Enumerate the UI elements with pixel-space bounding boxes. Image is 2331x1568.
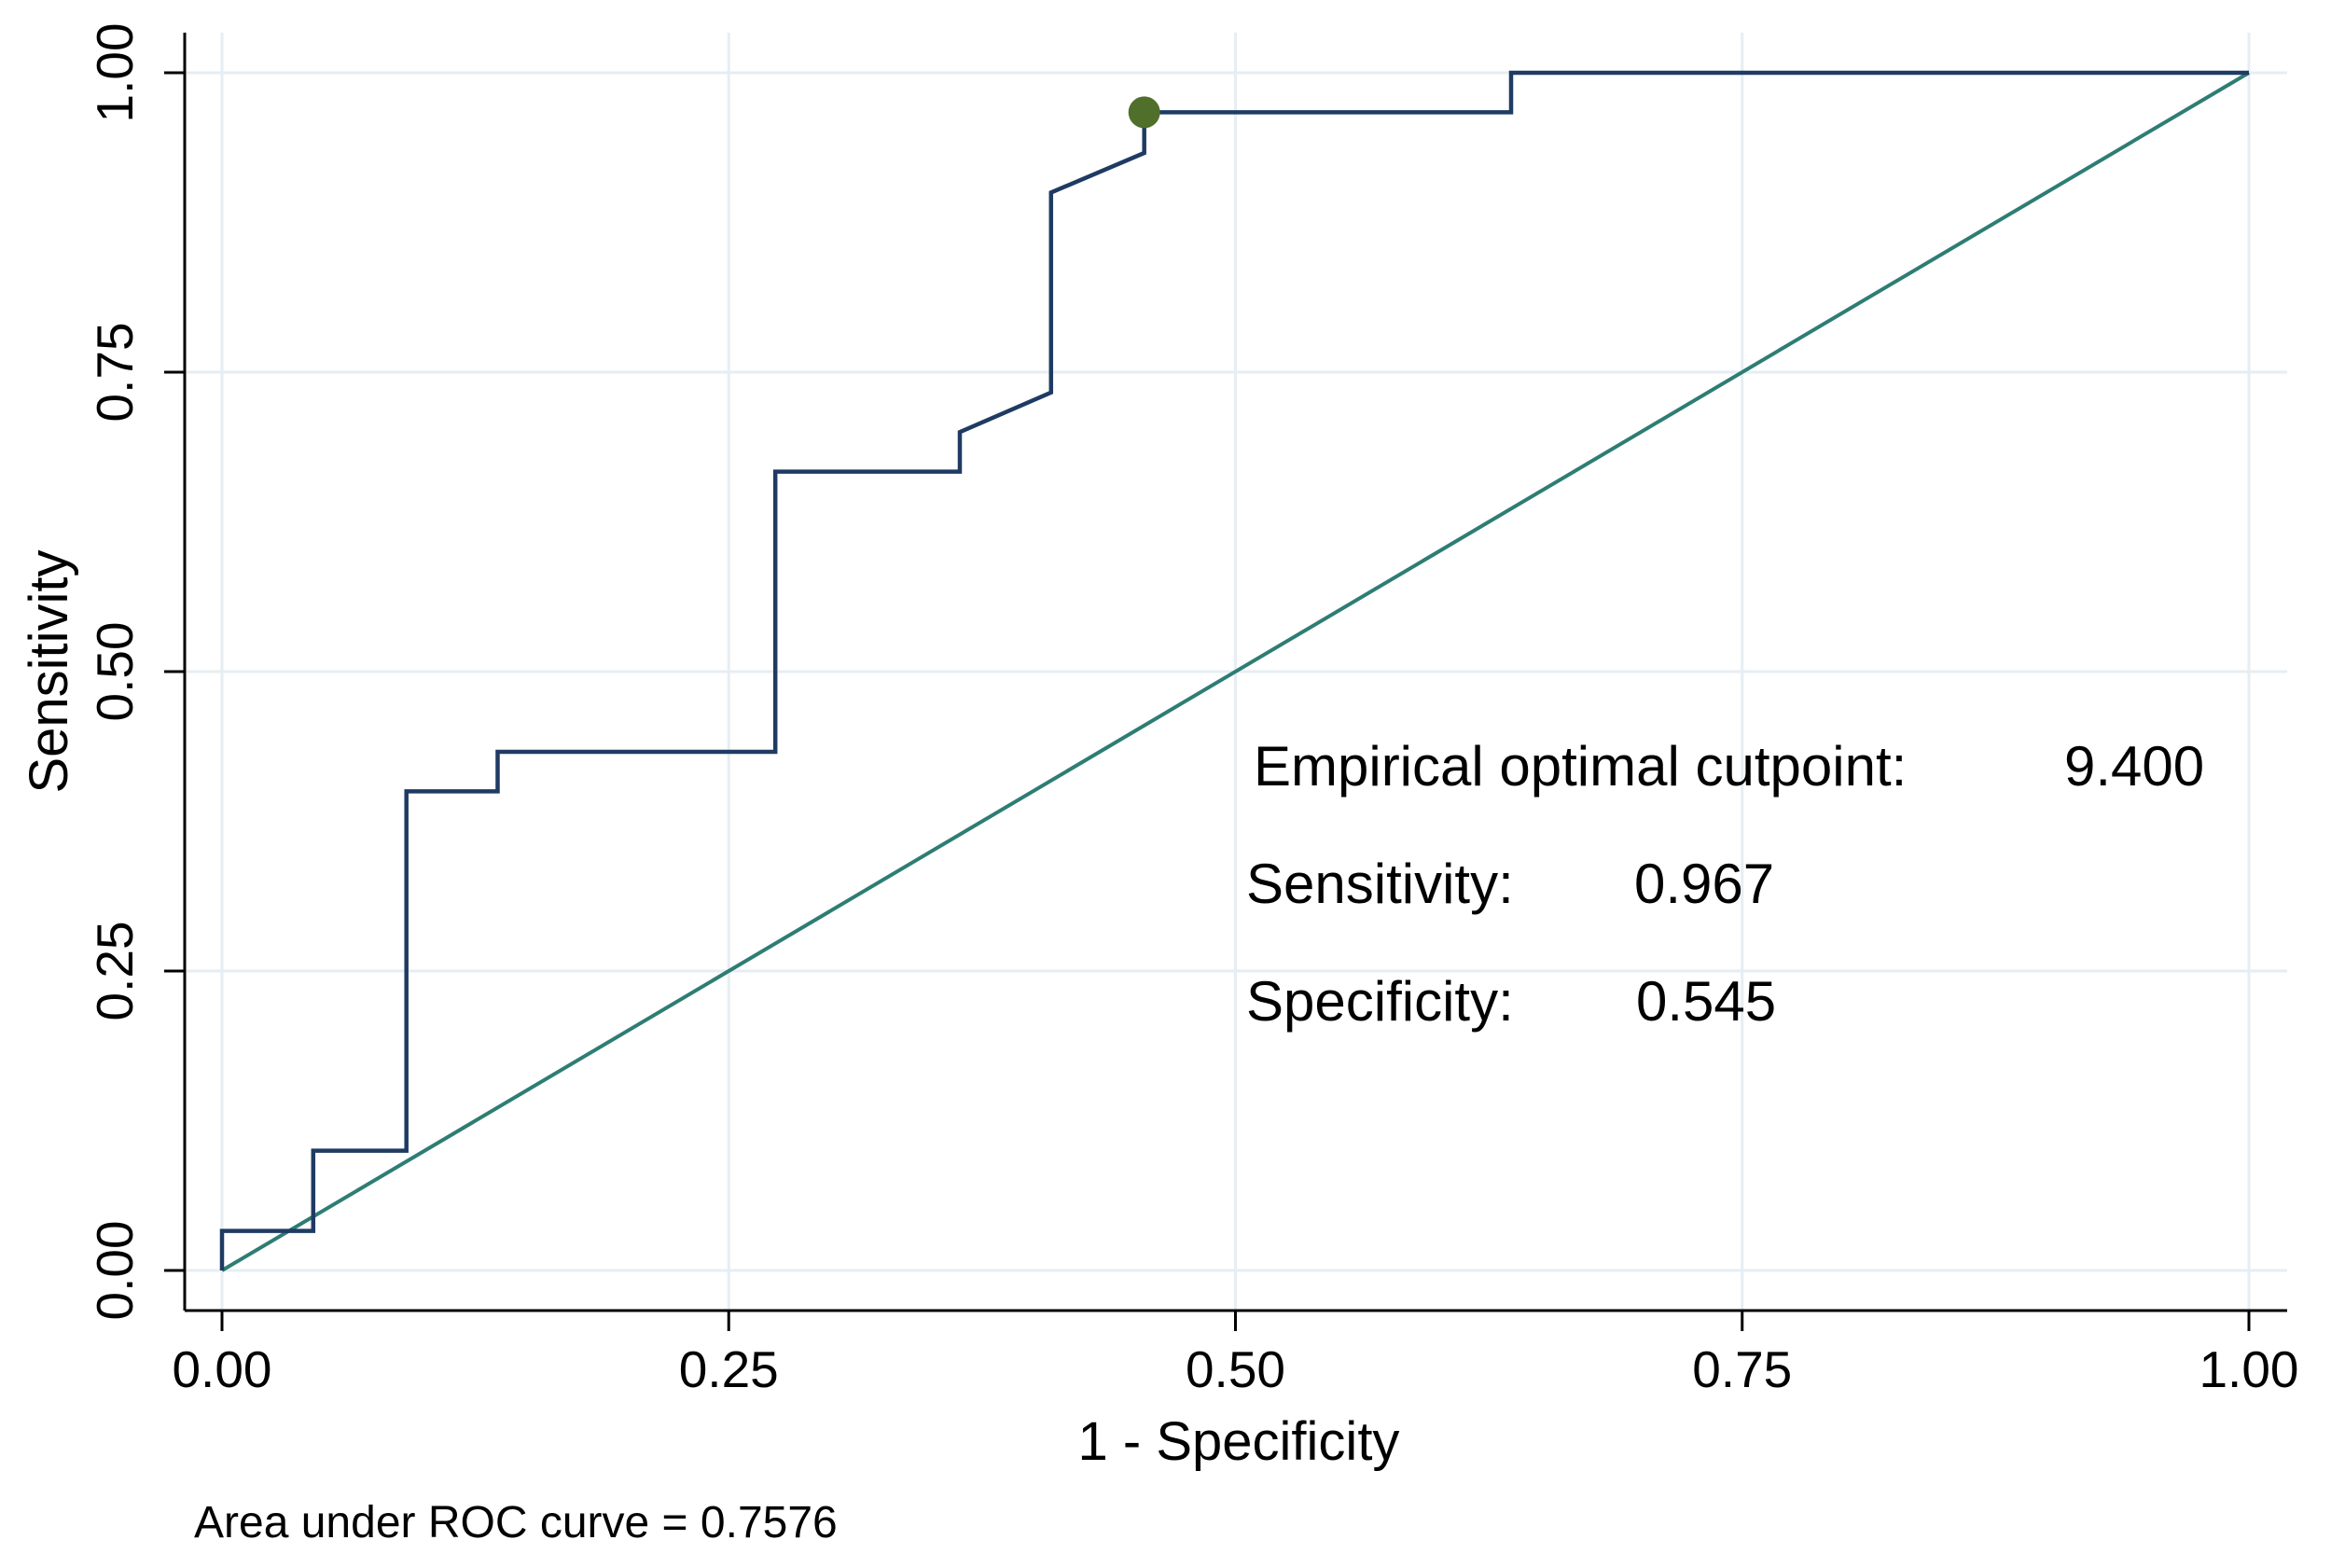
reference-line bbox=[220, 71, 2251, 1272]
cutpoint-label: Empirical optimal cutpoint: bbox=[1254, 735, 1907, 798]
x-tick-label-4: 1.00 bbox=[2199, 1340, 2298, 1398]
cutpoint-value: 9.400 bbox=[2064, 735, 2204, 798]
y-axis-title: Sensitivity bbox=[19, 549, 79, 793]
cutpoint-marker bbox=[1128, 96, 1160, 129]
x-tick-label-2: 0.50 bbox=[1186, 1340, 1285, 1398]
sensitivity-value: 0.967 bbox=[1634, 853, 1774, 915]
y-tick-label-0: 0.00 bbox=[86, 1220, 144, 1320]
x-tick-label-0: 0.00 bbox=[172, 1340, 271, 1398]
reference-line-layer bbox=[220, 71, 2251, 1272]
y-tick-label-4: 1.00 bbox=[86, 22, 144, 122]
sensitivity-label: Sensitivity: bbox=[1246, 853, 1514, 915]
axes: 0.00 0.25 0.50 0.75 1.00 0.00 0.25 0.50 0.75 1.00 bbox=[86, 22, 2299, 1398]
x-tick-label-1: 0.25 bbox=[679, 1340, 779, 1398]
specificity-label: Specificity: bbox=[1246, 970, 1514, 1033]
auc-note: Area under ROC curve = 0.7576 bbox=[194, 1498, 838, 1547]
x-axis-title: 1 - Specificity bbox=[1078, 1411, 1400, 1472]
y-tick-label-3: 0.75 bbox=[86, 322, 144, 422]
y-tick-label-1: 0.25 bbox=[86, 921, 144, 1020]
cutpoint-marker-layer bbox=[1128, 96, 1160, 129]
y-tick-label-2: 0.50 bbox=[86, 621, 144, 721]
x-tick-label-3: 0.75 bbox=[1692, 1340, 1792, 1398]
specificity-value: 0.545 bbox=[1636, 970, 1776, 1033]
